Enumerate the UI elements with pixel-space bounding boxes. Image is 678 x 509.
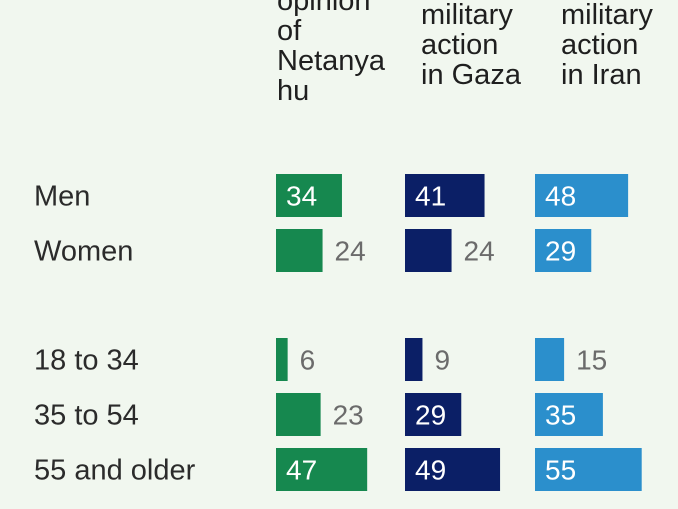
row-label: 55 and older: [34, 455, 196, 487]
data-label: 41: [415, 181, 446, 212]
data-label: 34: [286, 181, 317, 212]
data-label: 49: [415, 455, 446, 486]
bar: [276, 448, 368, 491]
row-label: Men: [34, 181, 90, 213]
bar: [276, 229, 323, 272]
bar: [535, 229, 592, 272]
bar: [405, 338, 423, 381]
data-label: 48: [545, 181, 576, 212]
bar: [405, 393, 462, 436]
data-label: 23: [333, 400, 364, 431]
data-label: 29: [545, 236, 576, 267]
data-label: 24: [335, 236, 366, 267]
bar: [276, 338, 288, 381]
data-label: 35: [545, 400, 576, 431]
data-label: 9: [434, 345, 450, 376]
bar: [535, 393, 603, 436]
data-label: 6: [300, 345, 316, 376]
column-header-gaza: military action in Gaza: [421, 0, 521, 91]
bar: [276, 393, 321, 436]
bar: [276, 174, 342, 217]
row-label: 18 to 34: [34, 345, 139, 377]
column-header-iran: military action in Iran: [561, 0, 653, 91]
bar: [405, 229, 452, 272]
data-label: 47: [286, 455, 317, 486]
data-label: 15: [576, 345, 607, 376]
data-label: 24: [464, 236, 495, 267]
row-label: Women: [34, 236, 133, 268]
column-header-netanyahu: opinion of Netanya hu: [277, 0, 386, 107]
bar: [535, 448, 642, 491]
bar: [535, 338, 565, 381]
bar: [405, 174, 485, 217]
bar: [535, 174, 629, 217]
data-label: 55: [545, 455, 576, 486]
bar: [405, 448, 501, 491]
row-label: 35 to 54: [34, 400, 139, 432]
data-label: 29: [415, 400, 446, 431]
